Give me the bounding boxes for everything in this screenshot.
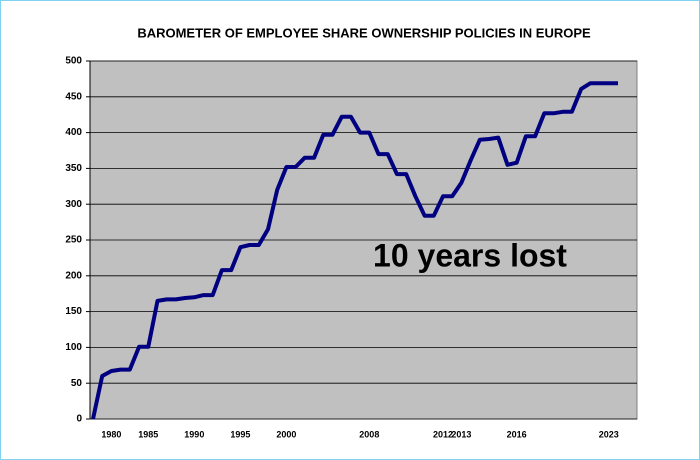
x-tick-label: 1980 <box>101 429 121 439</box>
x-tick-label: 1990 <box>184 429 204 439</box>
y-tick-label: 150 <box>65 306 82 317</box>
x-tick-label: 1995 <box>230 429 250 439</box>
y-tick-label: 350 <box>65 163 82 174</box>
x-tick-label: 2016 <box>507 429 527 439</box>
y-tick-label: 400 <box>65 127 82 138</box>
annotation: 10 years lost <box>373 237 567 273</box>
y-tick-label: 500 <box>65 56 82 67</box>
x-tick-label: 1985 <box>138 429 158 439</box>
y-tick-label: 0 <box>76 414 82 425</box>
x-tick-label: 2000 <box>276 429 296 439</box>
data-line <box>91 81 618 420</box>
y-tick-label: 450 <box>65 91 82 102</box>
y-tick-label: 50 <box>71 378 83 389</box>
y-tick-label: 100 <box>65 342 82 353</box>
x-tick-label: 2023 <box>599 429 619 439</box>
chart-title: BAROMETER OF EMPLOYEE SHARE OWNERSHIP PO… <box>137 25 591 40</box>
y-tick-label: 200 <box>65 270 82 281</box>
x-tick-label: 2012 <box>433 429 453 439</box>
y-tick-label: 300 <box>65 199 82 210</box>
x-tick-label: 2013 <box>451 429 471 439</box>
y-tick-label: 250 <box>65 235 82 246</box>
x-tick-label: 2008 <box>359 429 379 439</box>
